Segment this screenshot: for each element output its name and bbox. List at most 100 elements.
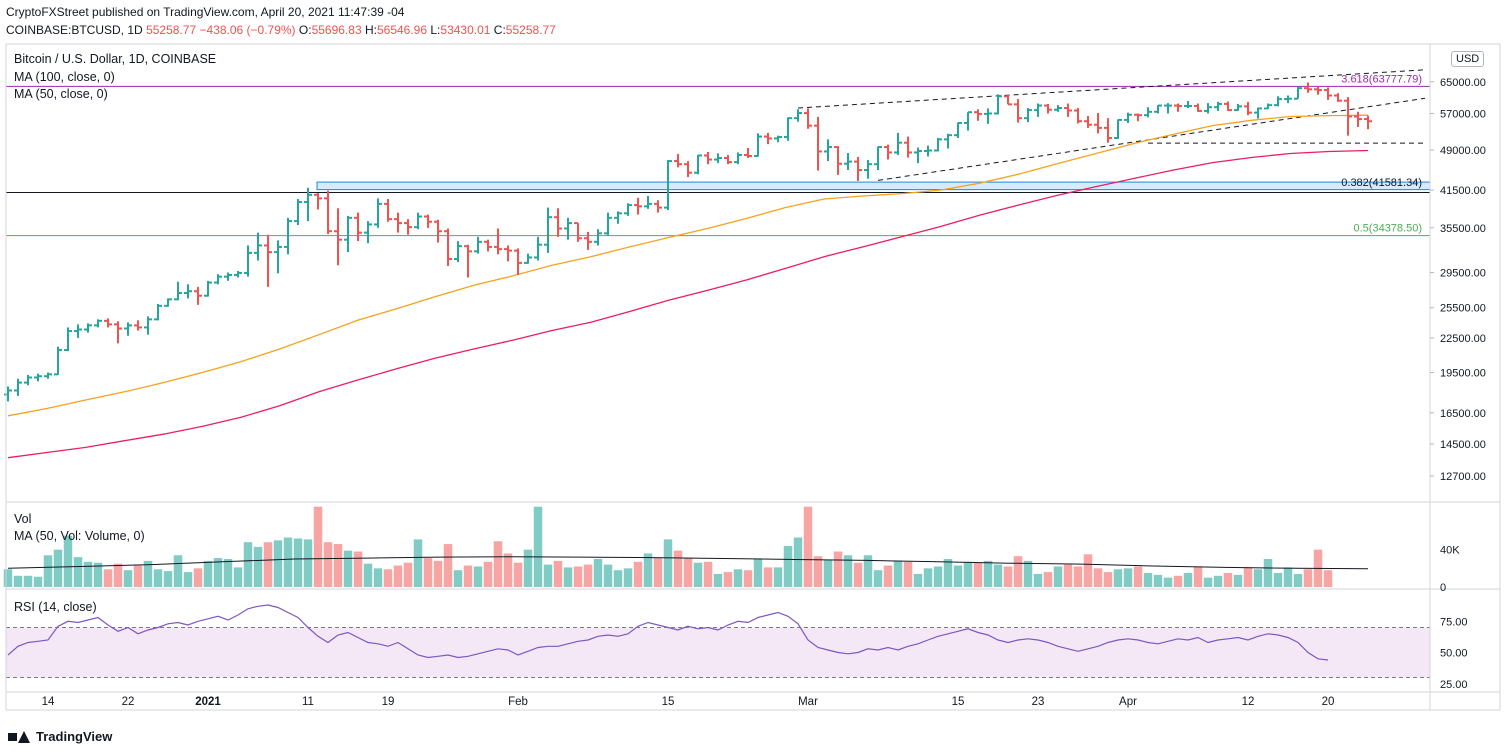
volume-bar	[133, 565, 143, 587]
volume-bar	[323, 542, 333, 587]
volume-bar	[513, 562, 523, 587]
ohlc-bar	[354, 212, 362, 242]
volume-bar	[713, 573, 723, 587]
volume-bar	[183, 572, 193, 587]
volume-bar	[33, 576, 43, 587]
legend-instrument[interactable]: Bitcoin / U.S. Dollar, 1D, COINBASE	[14, 52, 217, 66]
volume-bar	[463, 565, 473, 587]
volume-bar	[1303, 569, 1313, 587]
ohlc-bar	[644, 195, 652, 209]
ohlc-bar	[794, 109, 802, 122]
x-tick-label: 12	[1242, 696, 1255, 708]
volume-bar	[823, 559, 833, 587]
ohlc-bar	[544, 207, 552, 253]
volume-bar	[763, 567, 773, 587]
ohlc-bar	[854, 156, 862, 181]
legend-rsi[interactable]: RSI (14, close)	[14, 600, 97, 614]
ohlc-bar	[584, 231, 592, 250]
legend-volume-ma[interactable]: MA (50, Vol: Volume, 0)	[14, 529, 145, 543]
close-value: 55258.77	[505, 23, 556, 37]
x-tick-label: Apr	[1119, 696, 1137, 708]
ohlc-bar	[144, 316, 152, 335]
x-tick-label: 11	[302, 696, 314, 708]
ohlc-bar	[594, 229, 602, 246]
volume-bar	[643, 553, 653, 587]
interval-label[interactable]: 1D	[127, 23, 143, 37]
ohlc-bar	[904, 136, 912, 158]
volume-bar	[883, 565, 893, 587]
price-tick-label: 29500.00	[1440, 268, 1486, 280]
ohlc-bar	[574, 222, 582, 242]
volume-bar	[383, 569, 393, 587]
ohlc-bar	[914, 147, 922, 164]
currency-badge[interactable]: USD	[1451, 51, 1485, 67]
volume-bar	[673, 550, 683, 587]
tradingview-brand[interactable]: TradingView	[8, 729, 112, 744]
ohlc-bar	[1264, 103, 1272, 110]
ohlc-bar	[414, 212, 422, 230]
ohlc-bar	[324, 190, 332, 235]
volume-bar	[1093, 568, 1103, 587]
ohlc-bar	[224, 272, 232, 281]
volume-bar	[1193, 566, 1203, 587]
tradingview-logo-icon	[8, 730, 30, 743]
ohlc-bar	[394, 212, 402, 233]
ohlc-bar	[94, 319, 102, 328]
ohlc-bar	[1144, 107, 1152, 118]
volume-pane[interactable]	[3, 506, 1369, 587]
ohlc-bar	[254, 232, 262, 261]
price-tick-label: 35500.00	[1440, 223, 1486, 235]
x-tick-label: 20	[1322, 696, 1335, 708]
ohlc-bar	[684, 161, 692, 178]
price-pane[interactable]: 3.618(63777.79) 0.382(41581.34) 0.5(34378.…	[4, 69, 1431, 459]
ohlc-bar	[654, 200, 662, 213]
channel-lower-trendline	[877, 97, 1426, 181]
ohlc-bar	[1184, 101, 1192, 109]
symbol-label[interactable]: COINBASE:BTCUSD,	[6, 23, 125, 37]
volume-bar	[633, 561, 643, 587]
ohlc-bar	[1024, 108, 1032, 123]
low-label: L:	[430, 23, 441, 37]
ohlc-bar	[634, 197, 642, 215]
volume-bar	[893, 560, 903, 587]
volume-bar	[443, 544, 453, 587]
chart-frame	[5, 43, 1501, 711]
volume-bar	[1113, 569, 1123, 587]
price-tick-label: 12700.00	[1440, 471, 1486, 483]
high-value: 56546.96	[376, 23, 428, 37]
ohlc-bar	[154, 303, 162, 321]
ohlc-bar	[14, 378, 22, 396]
legend-ma100[interactable]: MA (100, close, 0)	[14, 70, 115, 84]
legend-volume[interactable]: Vol	[14, 512, 32, 526]
ohlc-bar	[1164, 103, 1172, 114]
price-change: −438.06 (−0.79%)	[199, 23, 296, 37]
rsi-tick-label: 50.00	[1440, 648, 1468, 660]
ohlc-bar	[1314, 86, 1322, 95]
volume-bar	[473, 566, 483, 587]
volume-bar	[1083, 554, 1093, 587]
volume-bar	[833, 551, 843, 587]
volume-bar	[1143, 573, 1153, 587]
volume-bar	[1243, 567, 1253, 587]
volume-bar	[733, 569, 743, 587]
ohlc-bar	[994, 94, 1002, 115]
ohlc-bar	[364, 221, 372, 244]
ohlc-bar	[184, 284, 192, 299]
legend-ma50[interactable]: MA (50, close, 0)	[14, 87, 108, 101]
rsi-pane[interactable]	[6, 604, 1430, 678]
volume-bar	[1233, 574, 1243, 587]
ohlc-bar	[604, 212, 612, 236]
volume-bar	[623, 568, 633, 587]
ohlc-bar	[404, 219, 412, 235]
volume-bar	[193, 568, 203, 587]
ohlc-bar	[674, 153, 682, 168]
volume-bar	[613, 570, 623, 587]
price-tick-label: 14500.00	[1440, 439, 1486, 451]
ohlc-bar	[494, 228, 502, 255]
volume-bar	[273, 540, 283, 587]
ohlc-bar	[784, 117, 792, 141]
ohlc-bar	[1254, 107, 1262, 119]
volume-bar	[433, 560, 443, 587]
ohlc-bar	[734, 152, 742, 165]
